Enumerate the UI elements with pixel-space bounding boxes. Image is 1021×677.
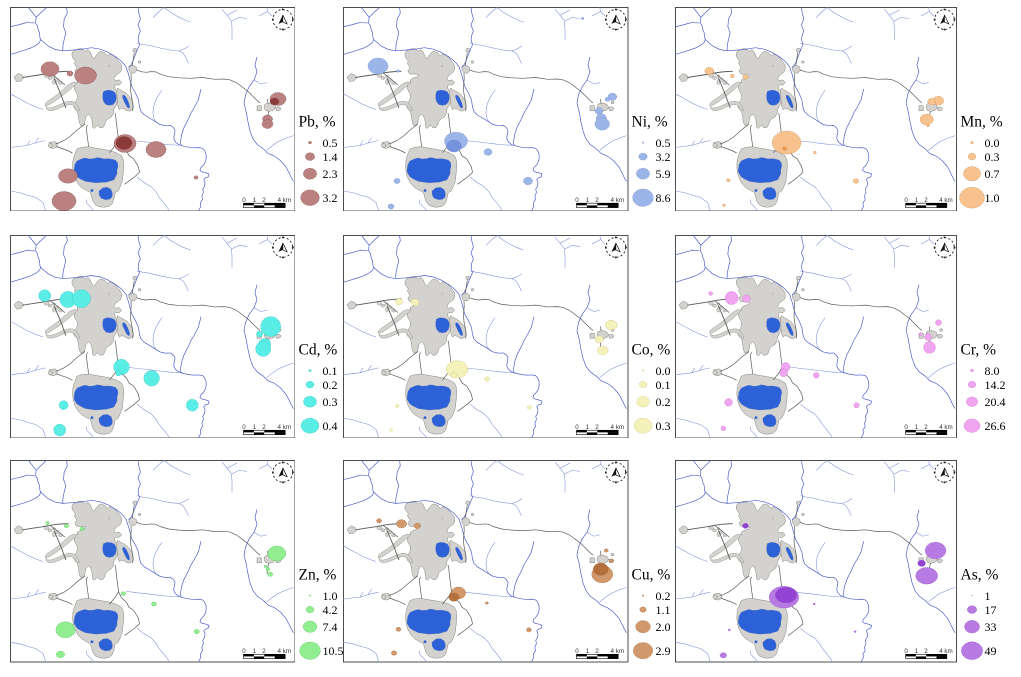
svg-text:5.9: 5.9	[656, 166, 671, 180]
svg-text:3.2: 3.2	[656, 149, 671, 163]
svg-text:0.3: 0.3	[984, 149, 999, 163]
svg-text:4.2: 4.2	[322, 603, 337, 617]
svg-text:0.3: 0.3	[322, 394, 337, 408]
svg-text:As, %: As, %	[960, 567, 998, 584]
svg-text:0.1: 0.1	[656, 377, 671, 391]
svg-text:0.5: 0.5	[656, 135, 671, 149]
svg-text:Cd, %: Cd, %	[298, 341, 337, 358]
svg-text:1.0: 1.0	[984, 190, 999, 204]
svg-text:Cu, %: Cu, %	[632, 567, 671, 584]
svg-text:0.0: 0.0	[656, 363, 671, 377]
svg-text:10.5: 10.5	[322, 644, 343, 658]
svg-text:0.5: 0.5	[322, 135, 337, 149]
svg-text:0.4: 0.4	[322, 418, 337, 432]
svg-text:Mn, %: Mn, %	[960, 113, 1002, 130]
svg-text:1: 1	[984, 589, 990, 603]
svg-text:7.4: 7.4	[322, 620, 337, 634]
svg-text:2.0: 2.0	[656, 620, 671, 634]
svg-text:26.6: 26.6	[984, 418, 1005, 432]
svg-text:Cr, %: Cr, %	[960, 341, 996, 358]
svg-text:0.3: 0.3	[656, 418, 671, 432]
svg-text:14.2: 14.2	[984, 377, 1005, 391]
svg-text:0.2: 0.2	[322, 377, 337, 391]
svg-text:0.1: 0.1	[322, 363, 337, 377]
svg-text:3.2: 3.2	[322, 190, 337, 204]
svg-text:33: 33	[984, 620, 996, 634]
svg-text:20.4: 20.4	[984, 394, 1005, 408]
svg-text:17: 17	[984, 603, 996, 617]
svg-text:Co, %: Co, %	[632, 341, 671, 358]
svg-text:2.3: 2.3	[322, 166, 337, 180]
svg-text:0.7: 0.7	[984, 166, 999, 180]
svg-text:Zn, %: Zn, %	[298, 567, 336, 584]
svg-text:49: 49	[984, 644, 996, 658]
svg-text:0.2: 0.2	[656, 394, 671, 408]
svg-text:8.6: 8.6	[656, 190, 671, 204]
svg-text:2.9: 2.9	[656, 644, 671, 658]
svg-text:8.0: 8.0	[984, 363, 999, 377]
svg-text:1.1: 1.1	[656, 603, 671, 617]
svg-text:0.0: 0.0	[984, 135, 999, 149]
svg-text:0.2: 0.2	[656, 589, 671, 603]
svg-text:1.0: 1.0	[322, 589, 337, 603]
svg-text:Ni, %: Ni, %	[632, 113, 668, 130]
svg-text:Pb, %: Pb, %	[298, 113, 335, 130]
svg-text:1.4: 1.4	[322, 149, 337, 163]
